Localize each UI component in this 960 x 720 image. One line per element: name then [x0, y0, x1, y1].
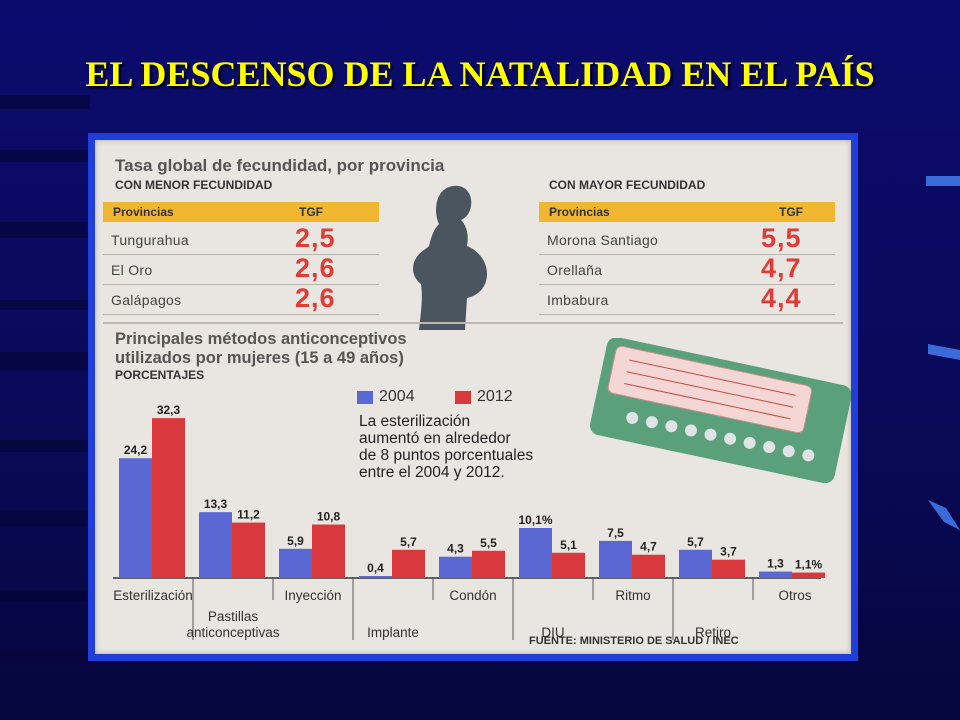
tgf-value: 2,6	[295, 283, 336, 313]
chart-title-line: Principales métodos anticonceptivos	[115, 330, 407, 348]
bar-2004	[679, 549, 712, 578]
annotation-line: La esterilización	[359, 413, 471, 430]
bar-2012	[792, 572, 825, 578]
bar-2012	[712, 559, 745, 578]
table-row: El Oro 2,6	[103, 253, 379, 285]
province-name: Imbabura	[547, 292, 609, 308]
tgf-value: 4,4	[761, 283, 802, 313]
bar-2004	[759, 571, 792, 578]
category-label: Esterilización	[113, 588, 193, 603]
province-name: El Oro	[111, 262, 153, 278]
category-label: Inyección	[284, 588, 341, 603]
province-name: Morona Santiago	[547, 232, 659, 248]
section-divider	[103, 322, 843, 324]
annotation-line: aumentó en alrededor	[359, 430, 511, 447]
legend-2004-label: 2004	[379, 388, 415, 405]
bar-2004	[519, 528, 552, 578]
slide-title: EL DESCENSO DE LA NATALIDAD EN EL PAÍS	[85, 54, 875, 94]
chart-annotation: La esterilización aumentó en alrededor d…	[359, 413, 533, 481]
infographic-paper: Tasa global de fecundidad, por provincia…	[95, 140, 851, 654]
table-row: Morona Santiago 5,5	[539, 223, 835, 255]
pregnant-woman-silhouette	[413, 185, 487, 330]
tgf-value: 5,5	[761, 223, 802, 253]
chart-title-line: utilizados por mujeres (15 a 49 años)	[115, 349, 404, 367]
annotation-line: de 8 puntos porcentuales	[359, 447, 534, 464]
bar-2004	[119, 458, 152, 578]
category-label: Implante	[367, 625, 419, 640]
data-label-2004: 1,3	[767, 557, 784, 571]
category-label: Condón	[449, 588, 496, 603]
province-name: Galápagos	[111, 292, 182, 308]
data-label-2004: 13,3	[204, 497, 228, 511]
higher-table-header: Provincias TGF	[539, 202, 835, 222]
bar-2004	[439, 556, 472, 578]
table-row: Orellaña 4,7	[539, 253, 835, 285]
bar-2012	[232, 522, 265, 578]
province-name: Tungurahua	[111, 232, 189, 248]
category-label: Retiro	[695, 625, 731, 640]
category-label: Pastillas	[208, 609, 259, 624]
contraceptive-pill-pack-image	[590, 338, 851, 484]
contraceptive-methods-bar-chart: 24,2 13,3 5,9 0,4 4,3 10,1% 7,5 5,7 1,3 32,3 11,2 1…	[113, 403, 825, 640]
bar-2004	[279, 548, 312, 578]
tgf-value: 2,5	[295, 223, 336, 253]
legend-2012-label: 2012	[477, 388, 513, 405]
data-label-2012: 11,2	[237, 508, 260, 522]
bar-2012	[472, 550, 505, 578]
tgf-value: 4,7	[761, 253, 802, 283]
data-label-2012: 4,7	[640, 540, 657, 554]
province-name: Orellaña	[547, 262, 603, 278]
bar-2004	[359, 576, 392, 578]
bar-2012	[392, 549, 425, 578]
data-label-2004: 10,1%	[518, 513, 552, 527]
table-row: Imbabura 4,4	[539, 283, 835, 315]
table-row: Galápagos 2,6	[103, 283, 379, 315]
higher-col-province: Provincias	[549, 205, 610, 219]
lower-col-tgf: TGF	[299, 205, 323, 219]
fertility-title: Tasa global de fecundidad, por provincia	[115, 156, 445, 175]
higher-fertility-heading: CON MAYOR FECUNDIDAD	[549, 178, 706, 192]
bar-2012	[552, 552, 585, 578]
category-label: Otros	[778, 588, 811, 603]
data-label-2012: 10,8	[317, 510, 341, 524]
bar-2004	[199, 512, 232, 578]
legend-2012-swatch	[455, 391, 471, 404]
tgf-value: 2,6	[295, 253, 336, 283]
chart-source: FUENTE: MINISTERIO DE SALUD / INEC	[529, 635, 739, 647]
data-label-2004: 5,7	[687, 535, 704, 549]
category-label: anticonceptivas	[186, 625, 279, 640]
data-label-2004: 4,3	[447, 542, 464, 556]
chart-title: Principales métodos anticonceptivos util…	[115, 330, 407, 368]
data-label-2012: 32,3	[157, 403, 181, 417]
lower-fertility-heading: CON MENOR FECUNDIDAD	[115, 178, 273, 192]
bar-2012	[152, 418, 185, 578]
category-label: DIU	[541, 625, 564, 640]
lower-col-province: Provincias	[113, 205, 174, 219]
infographic-frame: Tasa global de fecundidad, por provincia…	[88, 133, 858, 661]
data-label-2004: 0,4	[367, 561, 384, 575]
data-label-2004: 5,9	[287, 534, 304, 548]
bar-2012	[312, 524, 345, 578]
data-label-2012: 1,1%	[795, 558, 823, 572]
annotation-line: entre el 2004 y 2012.	[359, 464, 505, 481]
bar-2012	[632, 554, 665, 578]
data-label-2012: 3,7	[720, 545, 737, 559]
data-label-2012: 5,7	[400, 535, 417, 549]
legend-2004-swatch	[357, 391, 373, 404]
data-label-2004: 7,5	[607, 526, 624, 540]
data-label-2012: 5,1	[560, 538, 577, 552]
category-label: Ritmo	[615, 588, 650, 603]
table-row: Tungurahua 2,5	[103, 223, 379, 255]
lower-table-header: Provincias TGF	[103, 202, 379, 222]
higher-col-tgf: TGF	[779, 205, 803, 219]
bar-2004	[599, 540, 632, 578]
data-label-2012: 5,5	[480, 536, 497, 550]
y-axis-label: PORCENTAJES	[115, 368, 205, 382]
data-label-2004: 24,2	[124, 443, 148, 457]
